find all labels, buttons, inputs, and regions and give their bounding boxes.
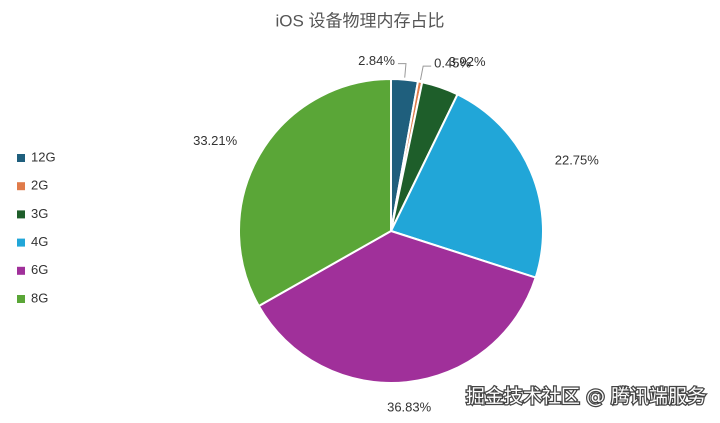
pie-slice [238, 77, 392, 308]
legend-label: 6G [31, 262, 48, 277]
legend-swatch [17, 266, 25, 275]
watermark: 掘金技术社区 @ 腾讯端服务 [466, 386, 706, 408]
data-label: 0.45% [434, 56, 471, 71]
legend-swatch [17, 238, 25, 247]
legend-label: 12G [31, 149, 56, 164]
data-label: 33.21% [193, 133, 238, 148]
leader-line [419, 65, 432, 80]
data-label: 36.83% [387, 400, 432, 415]
chart-title: iOS 设备物理内存占比 [275, 11, 444, 30]
legend-label: 4G [31, 234, 48, 249]
legend-label: 8G [31, 290, 48, 305]
data-label: 2.84% [358, 53, 395, 68]
leader-line [397, 63, 407, 78]
data-label: 3.92% [449, 54, 486, 69]
pie-slice [257, 229, 537, 384]
legend-swatch [17, 182, 25, 191]
legend-swatch [17, 154, 25, 162]
pie-slice [389, 92, 544, 279]
legend-label: 3G [31, 206, 48, 221]
legend-swatch [17, 210, 25, 219]
legend-swatch [17, 295, 25, 303]
data-label: 22.75% [555, 153, 600, 168]
legend-label: 2G [31, 178, 48, 193]
